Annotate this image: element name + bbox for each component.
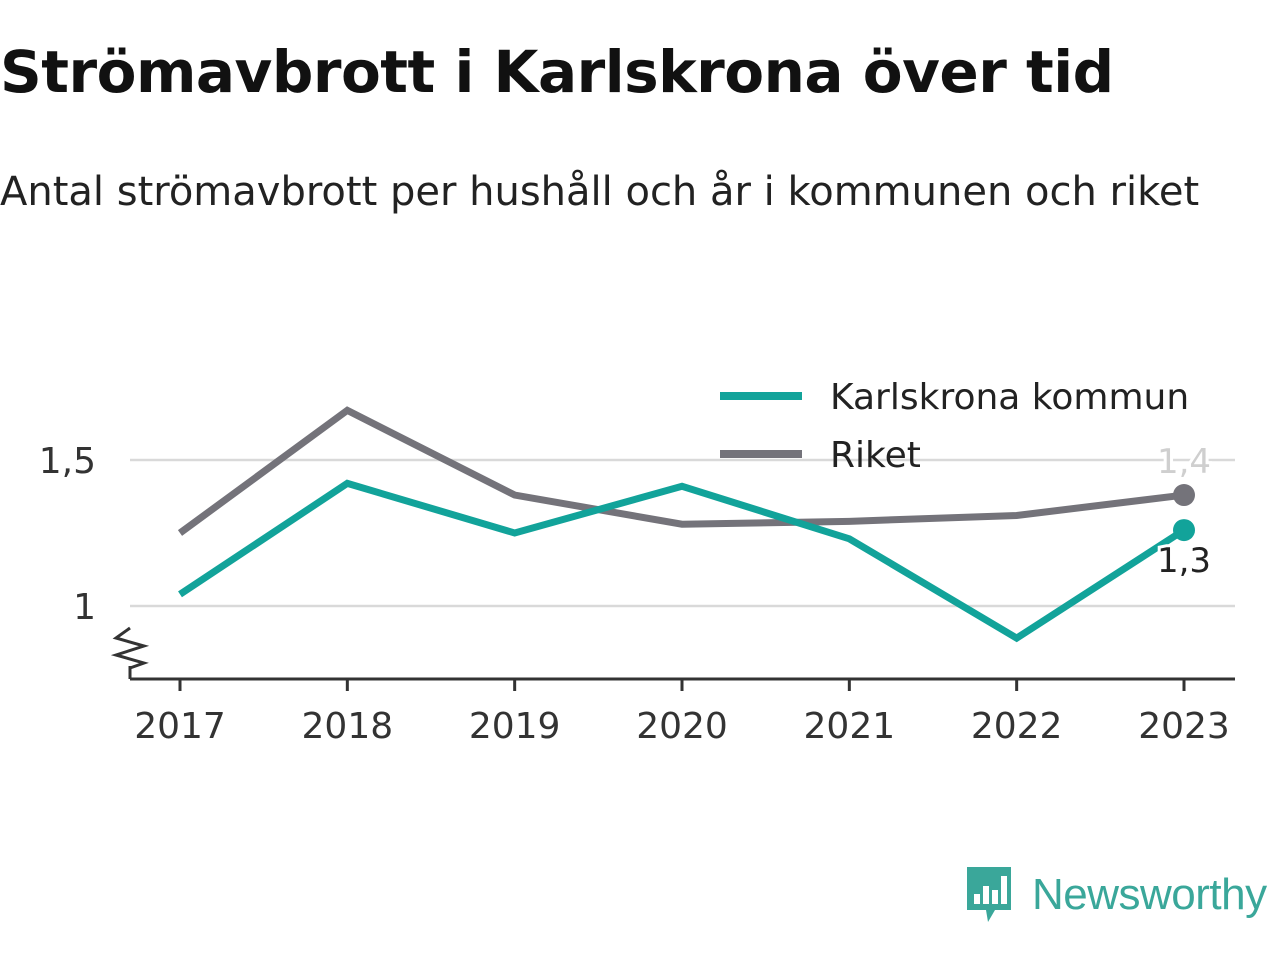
series-line-karlskrona [178,479,1186,643]
legend: Karlskrona kommun Riket [720,377,1189,476]
end-labels: 1,3 1,4 [1154,439,1214,584]
x-tick-label-1: 2018 [302,706,394,747]
y-tick-label-1: 1,5 [39,441,96,482]
end-label-riket: 1,4 [1157,442,1211,482]
series-lines [177,406,1195,643]
end-label-karlskrona: 1,3 [1157,541,1211,581]
series-endpoint-riket [1173,484,1195,507]
x-tick-label-4: 2021 [804,706,896,747]
x-axis: 2017 2018 2019 2020 2021 2022 2023 [110,626,1235,747]
chart-title: Strömavbrott i Karlskrona över tid [0,38,1114,106]
series-line-riket [177,406,1185,536]
x-tick-label-0: 2017 [134,706,226,747]
y-tick-label-0: 1 [73,587,96,628]
legend-label-riket: Riket [830,435,921,476]
brand-name: Newsworthy [1032,870,1267,919]
grid-lines: 11,5 [39,441,1235,628]
x-tick-label-5: 2022 [971,706,1063,747]
chart-subtitle: Antal strömavbrott per hushåll och år i … [0,169,1200,215]
x-tick-label-2: 2019 [469,706,561,747]
series-endpoint-karlskrona [1173,519,1195,542]
brand-logo: Newsworthy [964,864,1267,926]
legend-label-karlskrona: Karlskrona kommun [830,377,1189,418]
axis-break-icon [110,626,150,670]
x-tick-label-3: 2020 [636,706,728,747]
x-tick-label-6: 2023 [1138,706,1230,747]
bar-chart-speech-bubble-icon [967,867,1011,922]
